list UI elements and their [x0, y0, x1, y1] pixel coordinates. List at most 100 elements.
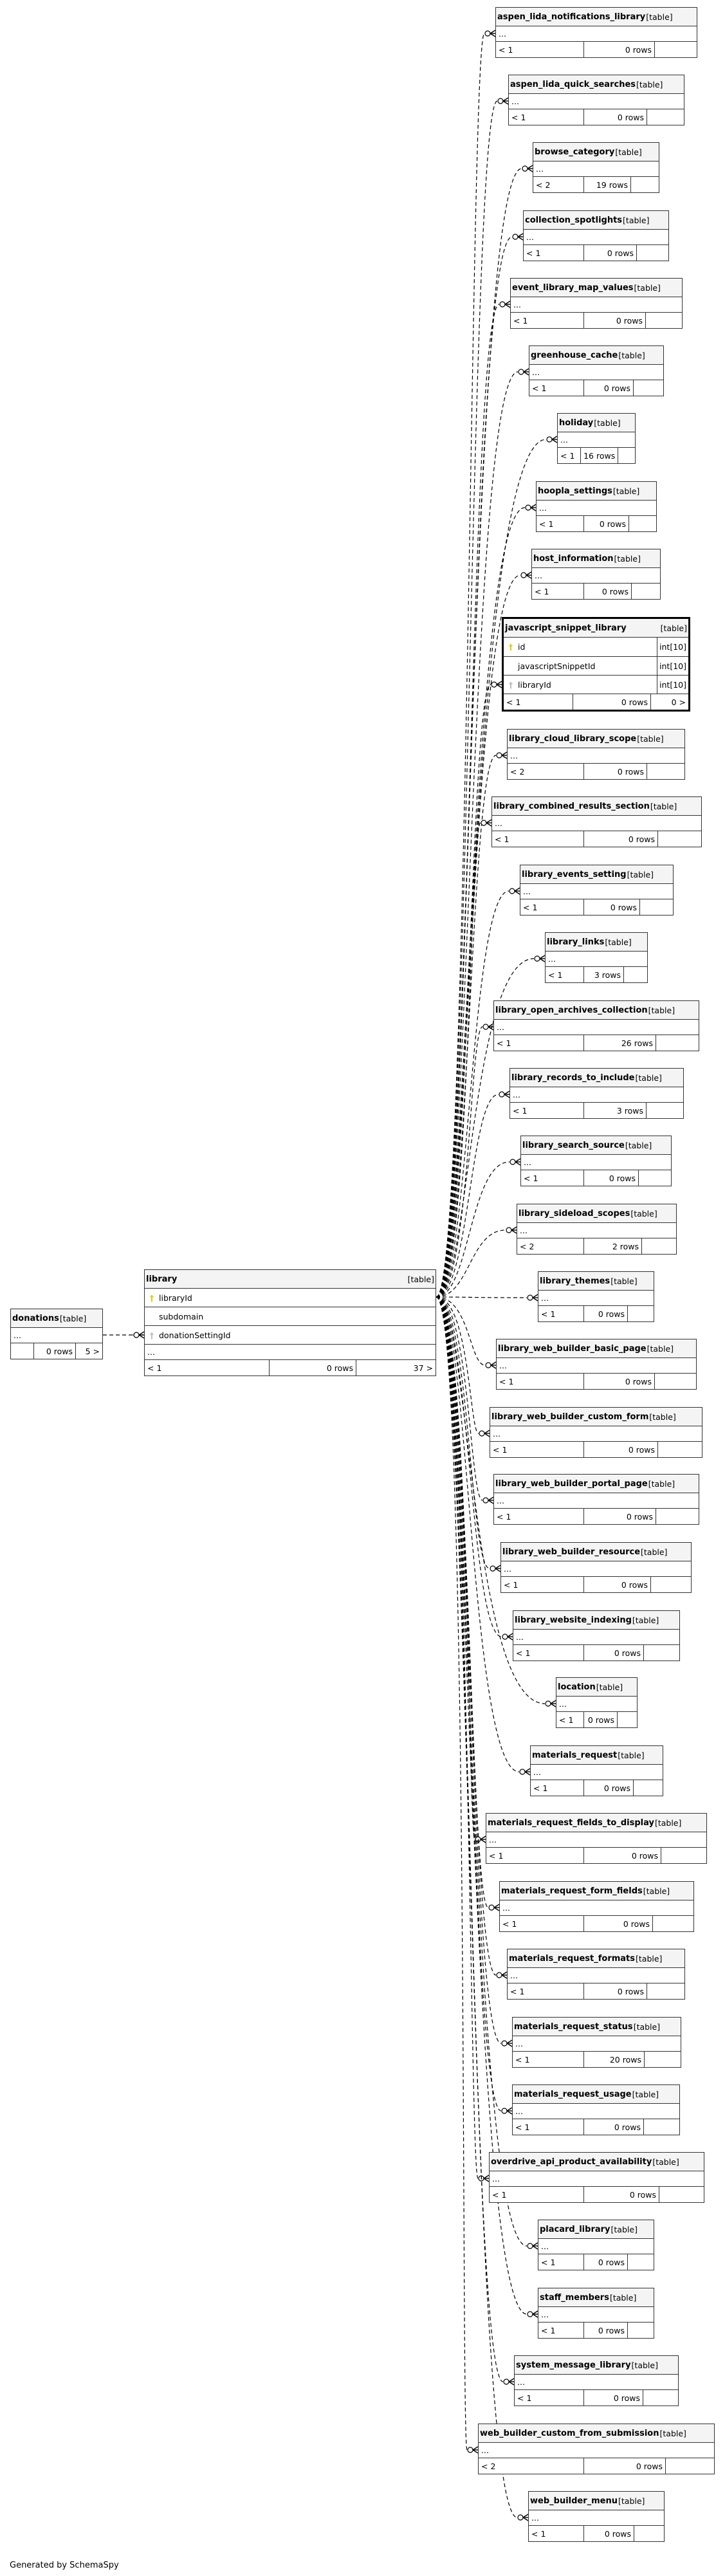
parents-count[interactable]: < 1: [147, 1363, 162, 1373]
children-count[interactable]: [629, 516, 656, 531]
table-header[interactable]: library_cloud_library_scope [table]: [508, 730, 684, 748]
children-count[interactable]: [618, 448, 635, 463]
table-header[interactable]: web_builder_menu [table]: [529, 2492, 664, 2510]
parents-count[interactable]: < 1: [548, 970, 563, 980]
parents-count[interactable]: < 1: [532, 383, 547, 393]
parents-count[interactable]: < 1: [517, 2393, 532, 2403]
table-name[interactable]: library_web_builder_custom_form: [491, 1412, 649, 1422]
table-name[interactable]: library_events_setting: [522, 869, 627, 879]
table-header[interactable]: library [table]: [145, 1270, 436, 1289]
parents-count[interactable]: < 1: [535, 586, 549, 596]
table-name[interactable]: location: [558, 1682, 596, 1692]
table-name[interactable]: library_open_archives_collection: [495, 1005, 648, 1015]
children-count[interactable]: [657, 1442, 702, 1457]
table-name[interactable]: library_themes: [540, 1276, 610, 1286]
parents-count[interactable]: < 1: [533, 1783, 548, 1793]
table-name[interactable]: library_sideload_scopes: [519, 1208, 630, 1219]
children-count[interactable]: [659, 2187, 704, 2202]
children-count[interactable]: [647, 764, 684, 779]
column-row[interactable]: † libraryId int[10]: [504, 676, 688, 694]
table-header[interactable]: web_builder_custom_from_submission [table…: [479, 2424, 714, 2443]
table-name[interactable]: materials_request: [532, 1750, 618, 1760]
table-header[interactable]: library_links [table]: [546, 933, 647, 952]
children-count[interactable]: [647, 109, 684, 125]
table-name[interactable]: holiday: [559, 418, 594, 428]
children-count[interactable]: [623, 967, 647, 982]
children-count[interactable]: [627, 2254, 654, 2270]
table-header[interactable]: materials_request_usage [table]: [513, 2085, 679, 2104]
children-count[interactable]: [647, 1983, 684, 1999]
parents-count[interactable]: < 1: [511, 112, 526, 122]
table-name[interactable]: library_records_to_include: [511, 1072, 635, 1083]
table-name[interactable]: library_web_builder_basic_page: [498, 1343, 647, 1354]
children-count[interactable]: [665, 2458, 714, 2474]
table-header[interactable]: library_records_to_include [table]: [510, 1069, 683, 1087]
column-row[interactable]: ...: [145, 1345, 436, 1360]
table-name[interactable]: hoopla_settings: [538, 486, 612, 496]
table-name[interactable]: library_website_indexing: [515, 1615, 632, 1625]
table-header[interactable]: holiday [table]: [558, 414, 635, 432]
parents-count[interactable]: < 1: [495, 834, 509, 844]
column-row[interactable]: subdomain: [145, 1307, 436, 1326]
table-name[interactable]: web_builder_menu: [530, 2496, 618, 2506]
parents-count[interactable]: < 1: [541, 2257, 556, 2267]
children-count[interactable]: [639, 899, 673, 915]
children-count[interactable]: [633, 380, 663, 396]
children-count[interactable]: [627, 1306, 654, 1321]
table-header[interactable]: materials_request_formats [table]: [508, 1949, 684, 1968]
parents-count[interactable]: < 1: [504, 1579, 519, 1590]
table-name[interactable]: library_combined_results_section: [493, 801, 650, 811]
table-header[interactable]: library_search_source [table]: [521, 1136, 671, 1155]
table-header[interactable]: library_web_builder_resource [table]: [501, 1543, 691, 1561]
parents-count[interactable]: < 1: [515, 2122, 530, 2132]
table-header[interactable]: library_open_archives_collection [table]: [494, 1001, 699, 1020]
children-count[interactable]: [641, 1238, 676, 1254]
children-count[interactable]: [661, 1848, 706, 1863]
table-header[interactable]: library_themes [table]: [538, 1272, 654, 1291]
parents-count[interactable]: < 1: [559, 1715, 574, 1725]
table-name[interactable]: donations: [12, 1313, 59, 1323]
table-name[interactable]: library_web_builder_portal_page: [495, 1478, 648, 1489]
children-count[interactable]: [617, 1712, 637, 1727]
children-count[interactable]: [636, 245, 668, 261]
table-header[interactable]: materials_request_status [table]: [513, 2018, 681, 2036]
table-name[interactable]: web_builder_custom_from_submission: [480, 2428, 659, 2438]
table-name[interactable]: browse_category: [535, 147, 615, 157]
table-header[interactable]: greenhouse_cache [table]: [529, 346, 663, 365]
children-count[interactable]: [638, 1170, 671, 1186]
children-count[interactable]: [650, 1577, 691, 1592]
table-header[interactable]: donations [table]: [11, 1309, 102, 1328]
parents-count[interactable]: < 2: [481, 2461, 496, 2471]
table-name[interactable]: collection_spotlights: [525, 215, 623, 225]
table-name[interactable]: staff_members: [540, 2292, 609, 2303]
table-header[interactable]: aspen_lida_quick_searches [table]: [509, 75, 684, 94]
column-row[interactable]: javascriptSnippetId int[10]: [504, 657, 688, 676]
table-name[interactable]: aspen_lida_quick_searches: [510, 79, 636, 89]
parents-count[interactable]: < 1: [513, 315, 528, 326]
parents-count[interactable]: < 1: [493, 1444, 508, 1455]
table-header[interactable]: hoopla_settings [table]: [537, 482, 656, 501]
table-header[interactable]: library_sideload_scopes [table]: [517, 1204, 676, 1223]
table-header[interactable]: collection_spotlights [table]: [524, 211, 668, 230]
table-name[interactable]: materials_request_fields_to_display: [488, 1817, 654, 1828]
table-header[interactable]: system_message_library [table]: [515, 2356, 678, 2375]
table-name[interactable]: library_search_source: [522, 1140, 625, 1150]
children-count[interactable]: 0 >: [650, 694, 688, 710]
table-name[interactable]: system_message_library: [516, 2360, 631, 2370]
parents-count[interactable]: < 1: [489, 1850, 504, 1861]
parents-count[interactable]: < 1: [541, 2325, 556, 2335]
children-count[interactable]: [633, 1780, 663, 1796]
table-name[interactable]: library: [146, 1274, 178, 1284]
parents-count[interactable]: < 1: [523, 902, 538, 912]
parents-count[interactable]: < 1: [526, 248, 541, 258]
parents-count[interactable]: < 1: [531, 2528, 546, 2539]
parents-count[interactable]: < 1: [541, 1309, 556, 1319]
parents-count[interactable]: < 1: [497, 1511, 511, 1522]
table-header[interactable]: library_web_builder_custom_form [table]: [490, 1408, 702, 1426]
column-row[interactable]: † id int[10]: [504, 638, 688, 657]
parents-count[interactable]: < 1: [492, 2189, 507, 2200]
table-name[interactable]: library_web_builder_resource: [502, 1547, 641, 1557]
table-header[interactable]: library_combined_results_section [table]: [492, 797, 701, 816]
table-name[interactable]: placard_library: [540, 2224, 610, 2234]
parents-count[interactable]: < 1: [499, 44, 513, 55]
